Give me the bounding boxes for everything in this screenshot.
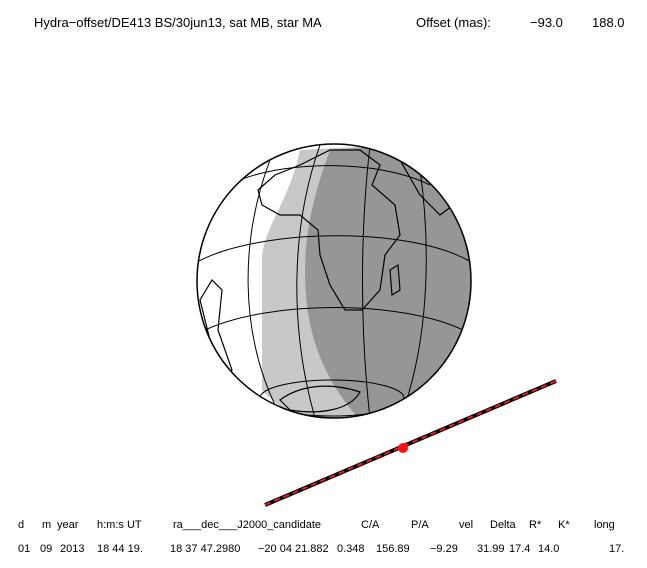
column-header: long xyxy=(594,519,615,531)
offset-label: Offset (mas): xyxy=(416,15,491,30)
table-cell: 14.0 xyxy=(538,543,559,555)
column-header: R* xyxy=(529,519,542,531)
table-cell: 18 44 19. xyxy=(97,543,143,555)
column-header: m xyxy=(42,519,51,531)
column-header: K* xyxy=(558,519,570,531)
column-header: Delta xyxy=(490,519,517,531)
table-cell: 17.4 xyxy=(509,543,530,555)
table-cell: 01 xyxy=(18,543,30,555)
graticule xyxy=(197,144,471,418)
column-header: ra___dec___J2000_candidate xyxy=(173,519,321,531)
title: Hydra−offset/DE413 BS/30jun13, sat MB, s… xyxy=(34,15,322,30)
column-header: C/A xyxy=(361,519,380,531)
table-cell: 18 37 47.2980 xyxy=(170,543,240,555)
globe xyxy=(196,143,472,419)
column-header: P/A xyxy=(411,519,429,531)
table-cell: 17. xyxy=(609,543,624,555)
event-point xyxy=(398,443,408,453)
occultation-track xyxy=(264,379,557,507)
offset-x: −93.0 xyxy=(530,15,563,30)
event-table: d m year h:m:s UT ra___dec___J2000_candidate… xyxy=(18,519,624,555)
table-cell: 156.89 xyxy=(376,543,410,555)
column-header: d xyxy=(18,519,24,531)
table-cell: −20 04 21.882 xyxy=(258,543,329,555)
offset-y: 188.0 xyxy=(592,15,625,30)
table-cell: −9.29 xyxy=(430,543,458,555)
column-header: h:m:s UT xyxy=(97,519,142,531)
table-cell: 09 xyxy=(40,543,52,555)
table-cell: 0.348 xyxy=(337,543,365,555)
column-header: year xyxy=(57,519,79,531)
column-header: vel xyxy=(459,519,473,531)
table-cell: 31.99 xyxy=(477,543,505,555)
table-cell: 2013 xyxy=(60,543,84,555)
